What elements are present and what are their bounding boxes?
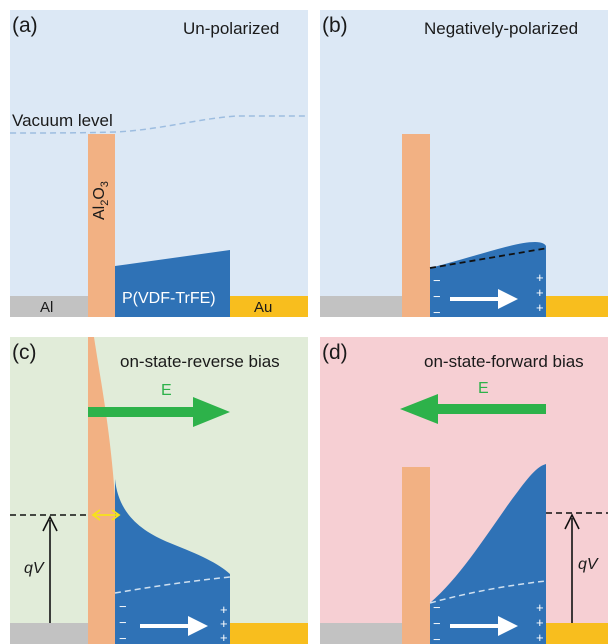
al-electrode <box>10 296 88 317</box>
minus-sign: − <box>119 599 127 614</box>
ferroelectric-layer <box>430 242 546 317</box>
plus-sign: + <box>536 270 544 285</box>
al-electrode <box>10 623 88 644</box>
panel-a-diagram <box>10 115 308 317</box>
minus-sign: − <box>433 273 441 288</box>
ferroelectric-label: P(VDF-TrFE) <box>122 290 216 307</box>
al2o3-barrier <box>88 134 115 317</box>
minus-sign: − <box>119 631 127 644</box>
panel-a-unpolarized: (a) Un-polarized Vacuum level Al2O3 Al P… <box>10 10 308 317</box>
qv-label-d: qV <box>578 556 598 573</box>
al2o3-barrier <box>402 467 430 644</box>
panel-label-a: (a) <box>12 14 38 37</box>
panel-title-c: on-state-reverse bias <box>120 352 280 371</box>
oxide-label: Al2O3 <box>91 181 112 220</box>
plus-sign: + <box>536 630 544 644</box>
al2o3-barrier <box>88 337 115 644</box>
vacuum-level-label: Vacuum level <box>12 111 113 130</box>
panel-d-diagram <box>320 394 608 644</box>
panel-title-d: on-state-forward bias <box>424 352 584 371</box>
minus-sign: − <box>433 632 441 644</box>
panel-label-c: (c) <box>12 341 37 364</box>
panel-b-diagram <box>320 134 608 317</box>
minus-sign: − <box>433 289 441 304</box>
panel-title-b: Negatively-polarized <box>424 19 579 38</box>
ferroelectric-layer <box>430 464 546 644</box>
minus-sign: − <box>433 616 441 631</box>
minus-sign: − <box>433 600 441 615</box>
polarization-arrow <box>450 289 518 309</box>
qv-arrow-head <box>564 513 580 530</box>
plus-sign: + <box>220 630 228 644</box>
au-electrode <box>230 296 308 317</box>
panel-b-negatively-polarized: (b) Negatively-polarized − − − + + + <box>320 10 608 317</box>
ferroelectric-layer <box>115 250 230 317</box>
plus-sign: + <box>536 285 544 300</box>
qv-arrow-head <box>42 515 58 532</box>
au-electrode <box>546 296 608 317</box>
ferroelectric-layer <box>115 479 230 644</box>
plus-sign: + <box>220 616 228 631</box>
plus-sign: + <box>220 602 228 617</box>
field-label-d: E <box>478 380 489 397</box>
al-electrode <box>320 623 402 644</box>
minus-sign: − <box>119 615 127 630</box>
au-electrode <box>546 623 608 644</box>
electric-field-arrow <box>88 397 230 427</box>
polarization-arrow <box>140 616 208 636</box>
field-label-c: E <box>161 382 172 399</box>
au-electrode <box>230 623 308 644</box>
al-electrode <box>320 296 402 317</box>
panel-label-d: (d) <box>322 341 348 364</box>
plus-sign: + <box>536 615 544 630</box>
panel-d-forward-bias: (d) on-state-forward bias E qV − − − + +… <box>320 337 608 644</box>
minus-sign: − <box>433 305 441 317</box>
panel-c-reverse-bias: (c) on-state-reverse bias E qV − − − + +… <box>10 337 308 644</box>
panel-title-a: Un-polarized <box>183 19 280 38</box>
width-arrow-heads <box>91 509 121 521</box>
vacuum-level-line <box>10 115 308 134</box>
al-electrode-label: Al <box>40 299 54 316</box>
vacuum-level-line <box>429 580 547 604</box>
panel-c-diagram <box>10 337 308 644</box>
polarization-arrow <box>450 616 518 636</box>
electric-field-arrow <box>400 394 546 424</box>
panel-label-b: (b) <box>322 14 348 37</box>
plus-sign: + <box>536 300 544 315</box>
qv-label-c: qV <box>24 560 44 577</box>
al2o3-barrier <box>402 134 430 317</box>
plus-sign: + <box>536 600 544 615</box>
au-electrode-label: Au <box>254 299 273 316</box>
vacuum-level-line <box>114 576 231 594</box>
